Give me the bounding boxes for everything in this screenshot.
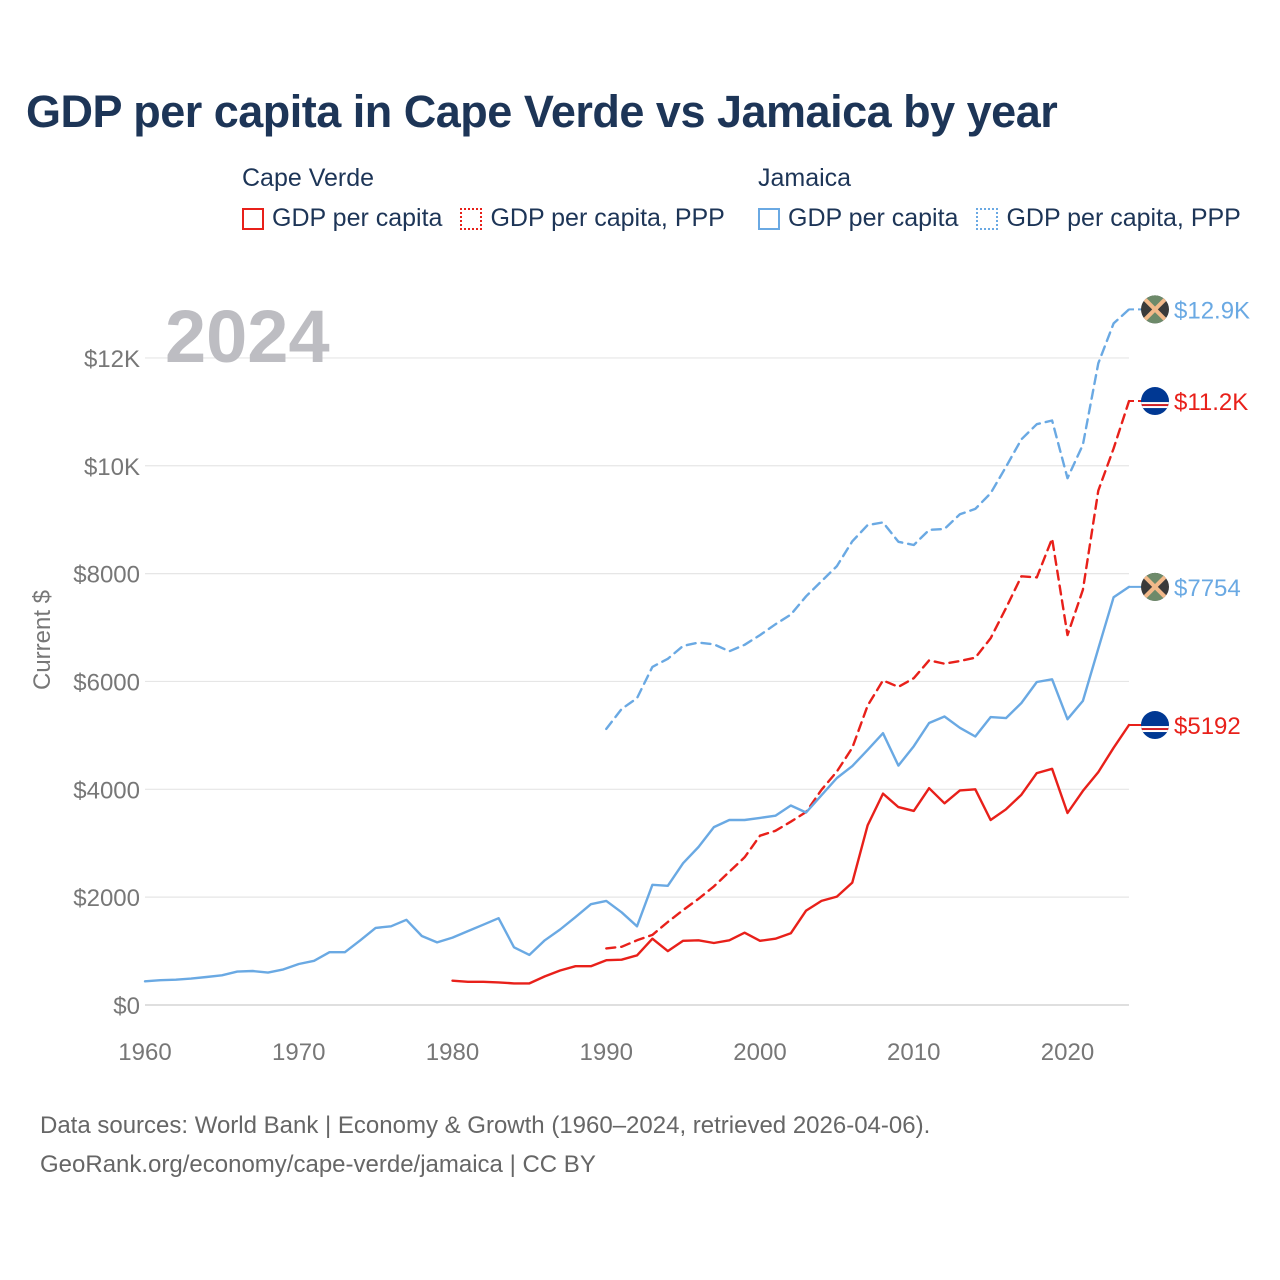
- flag-fill: [1141, 295, 1169, 324]
- y-axis-label: Current $: [29, 590, 56, 690]
- flag-field: [1141, 711, 1169, 740]
- series-end-markers: $12.9K $11.2K $7754 $5192: [1129, 295, 1250, 740]
- year-watermark: 2024: [165, 295, 330, 378]
- y-tick-label: $2000: [73, 885, 140, 912]
- x-tick-label: 1990: [580, 1039, 633, 1066]
- flag-triangle-top: [1141, 295, 1169, 310]
- legend-label: GDP per capita: [788, 204, 959, 232]
- legend-item-jamaica-gdp-ppp[interactable]: GDP per capita, PPP: [976, 204, 1241, 233]
- y-tick-label: $4000: [73, 777, 140, 804]
- end-value-label: $5192: [1174, 713, 1241, 740]
- line-chart: 2024 $0 $2000 $4000 $6000 $8000 $10K $12K 1960…: [29, 295, 1250, 1066]
- legend-item-cape-verde-gdp-ppp[interactable]: GDP per capita, PPP: [460, 204, 725, 233]
- cape-verde-flag-icon: [1141, 387, 1169, 416]
- footer-link[interactable]: GeoRank.org/economy/cape-verde/jamaica |…: [40, 1151, 596, 1178]
- jamaica-flag-icon: [1141, 295, 1169, 324]
- flag-stripe-red: [1141, 728, 1169, 731]
- gridlines: [145, 357, 1129, 1006]
- x-tick-label: 1970: [272, 1039, 325, 1066]
- y-tick-label: $10K: [84, 454, 140, 481]
- legend-item-jamaica-gdp[interactable]: GDP per capita: [758, 204, 958, 233]
- series-line-cape-verde-gdp-per-capita[interactable]: [451, 723, 1131, 985]
- series-line-jamaica-gdp-per-capita[interactable]: [143, 585, 1131, 983]
- jamaica-flag-icon: [1141, 572, 1169, 601]
- flag-triangle-top: [1141, 572, 1169, 587]
- end-value-label: $12.9K: [1174, 297, 1250, 324]
- flag-triangle-bottom: [1141, 586, 1169, 601]
- legend-group-jamaica: Jamaica GDP per capita GDP per capita, P…: [758, 160, 1241, 233]
- y-tick-label: $8000: [73, 562, 140, 589]
- series-lines: [143, 308, 1131, 985]
- x-tick-label: 2000: [733, 1039, 786, 1066]
- series-line-jamaica-gdp-per-capita-ppp[interactable]: [605, 308, 1131, 731]
- flag-triangle-bottom: [1141, 309, 1169, 324]
- cape-verde-flag-icon: [1141, 711, 1169, 740]
- legend-group-cape-verde: Cape Verde GDP per capita GDP per capita…: [242, 160, 725, 233]
- footer: Data sources: World Bank | Economy & Gro…: [40, 1106, 930, 1184]
- legend-swatch-dotted-red: [460, 207, 483, 230]
- end-value-label: $11.2K: [1174, 389, 1248, 416]
- x-tick-label: 2010: [887, 1039, 940, 1066]
- flag-fill: [1141, 572, 1169, 601]
- end-value-label: $7754: [1174, 575, 1241, 602]
- legend-group-name: Jamaica: [758, 164, 852, 192]
- y-tick-label: $0: [113, 993, 140, 1020]
- footer-sources: Data sources: World Bank | Economy & Gro…: [40, 1112, 931, 1139]
- y-axis-ticks: $0 $2000 $4000 $6000 $8000 $10K $12K: [73, 346, 140, 1020]
- x-axis-ticks: 1960 1970 1980 1990 2000 2010 2020: [118, 1039, 1094, 1066]
- x-tick-label: 1980: [426, 1039, 479, 1066]
- legend-label: GDP per capita, PPP: [490, 204, 725, 232]
- legend-label: GDP per capita, PPP: [1006, 204, 1241, 232]
- x-tick-label: 1960: [118, 1039, 171, 1066]
- legend-swatch-solid-red: [242, 207, 264, 230]
- y-tick-label: $12K: [84, 346, 140, 373]
- flag-fill: [1141, 387, 1169, 416]
- legend-swatch-solid-blue: [758, 207, 780, 230]
- legend-label: GDP per capita: [272, 204, 443, 232]
- series-line-cape-verde-gdp-per-capita-ppp[interactable]: [605, 399, 1131, 950]
- chart-title: GDP per capita in Cape Verde vs Jamaica …: [26, 86, 1058, 137]
- legend-swatch-dotted-blue: [976, 207, 999, 230]
- legend-item-cape-verde-gdp[interactable]: GDP per capita: [242, 204, 442, 233]
- flag-fill: [1141, 711, 1169, 740]
- flag-field: [1141, 387, 1169, 416]
- legend-group-name: Cape Verde: [242, 164, 375, 192]
- flag-stripe-red: [1141, 404, 1169, 407]
- x-tick-label: 2020: [1041, 1039, 1094, 1066]
- y-tick-label: $6000: [73, 669, 140, 696]
